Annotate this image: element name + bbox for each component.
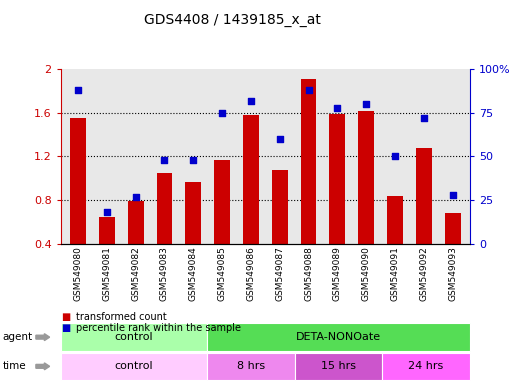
Bar: [300, 79, 316, 244]
Bar: [359, 111, 374, 244]
Point: [102, 209, 111, 215]
Bar: [185, 182, 201, 244]
Bar: [128, 201, 144, 244]
Bar: [387, 196, 403, 244]
Point: [420, 115, 428, 121]
Bar: [416, 148, 432, 244]
Text: ■: ■: [61, 312, 70, 322]
Text: 15 hrs: 15 hrs: [321, 361, 356, 371]
Text: ■: ■: [61, 323, 70, 333]
Point: [247, 98, 255, 104]
Text: control: control: [115, 332, 153, 342]
Text: GDS4408 / 1439185_x_at: GDS4408 / 1439185_x_at: [144, 13, 320, 27]
Point: [304, 87, 313, 93]
Text: 8 hrs: 8 hrs: [237, 361, 265, 371]
Text: 24 hrs: 24 hrs: [409, 361, 444, 371]
Bar: [99, 217, 115, 244]
Point: [448, 192, 457, 198]
Bar: [214, 160, 230, 244]
Point: [218, 110, 227, 116]
Bar: [243, 115, 259, 244]
Point: [276, 136, 284, 142]
Point: [333, 104, 342, 111]
Text: agent: agent: [3, 332, 33, 342]
Point: [160, 157, 168, 163]
Point: [189, 157, 197, 163]
Text: transformed count: transformed count: [76, 312, 166, 322]
Point: [362, 101, 371, 107]
Bar: [156, 173, 172, 244]
Bar: [329, 114, 345, 244]
Point: [131, 194, 140, 200]
Text: percentile rank within the sample: percentile rank within the sample: [76, 323, 241, 333]
Text: control: control: [115, 361, 153, 371]
Bar: [272, 170, 288, 244]
Point: [391, 154, 399, 160]
Bar: [70, 118, 86, 244]
Point: [74, 87, 82, 93]
Text: time: time: [3, 361, 26, 371]
Text: DETA-NONOate: DETA-NONOate: [296, 332, 381, 342]
Bar: [445, 213, 460, 244]
